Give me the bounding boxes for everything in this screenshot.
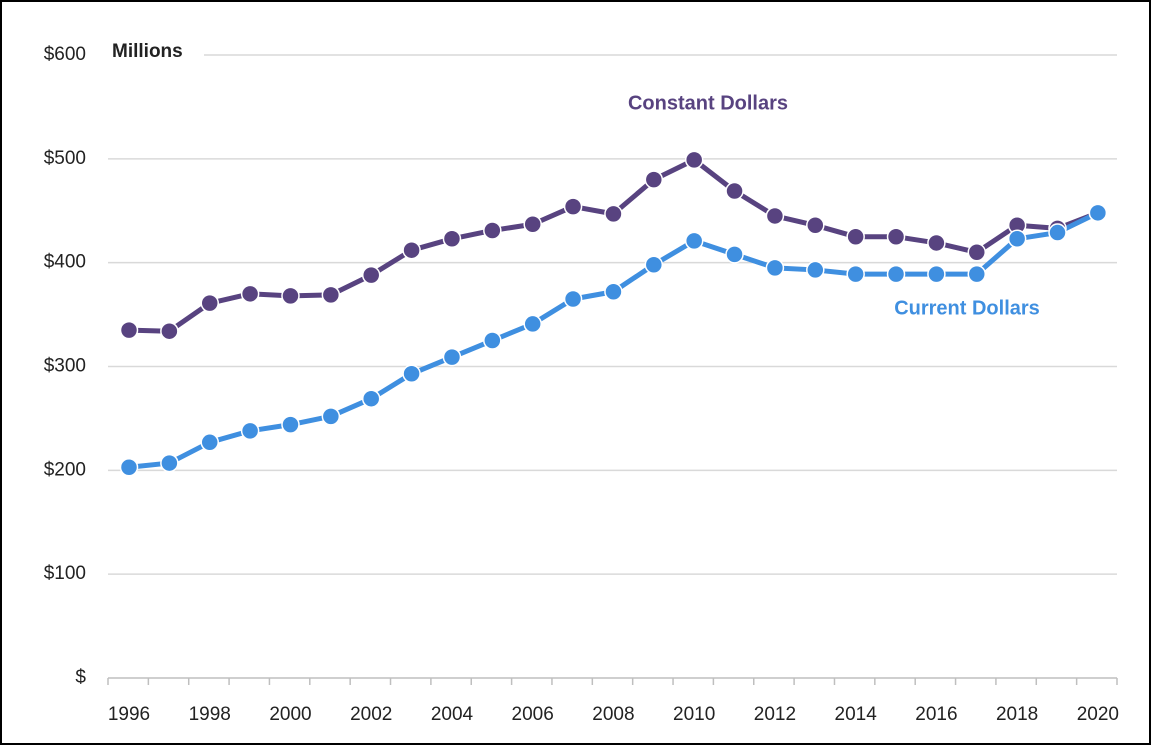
series-marker [725,245,744,264]
series-marker [684,150,704,170]
x-tick-label: 2014 [835,704,878,725]
series-marker [200,433,219,452]
x-tick-label: 2008 [592,704,634,725]
series-marker [160,321,179,341]
series-marker [361,389,381,408]
y-tick-label: $ [75,667,86,688]
series-marker [684,231,704,251]
x-tick-label: 2010 [673,704,715,725]
series-marker [644,170,664,189]
series-marker [1088,203,1108,223]
series-marker [523,314,542,334]
series-marker [1007,229,1027,249]
series-marker [483,221,502,240]
series-marker [281,286,300,306]
y-tick-label: $200 [44,459,86,480]
series-marker [281,415,300,434]
series-marker [321,407,341,426]
y-tick-label: $400 [44,252,86,273]
x-tick-label: 2006 [512,704,554,725]
series-marker [886,227,906,246]
series-marker [765,206,785,226]
x-tick-label: 2000 [269,704,311,725]
series-marker [119,457,139,477]
annotation: Millions [112,41,183,62]
series-marker [402,240,421,260]
x-tick-label: 2002 [350,704,392,725]
x-tick-label: 2018 [996,704,1038,725]
series-marker [523,214,542,234]
series-marker [483,331,502,350]
series-marker [806,216,825,235]
x-tick-label: 2020 [1077,704,1119,725]
series-marker [563,197,583,216]
series-marker [644,255,664,274]
x-tick-label: 1998 [189,704,231,725]
series-marker [604,204,623,224]
series-marker [119,320,139,340]
series-marker [240,421,260,441]
series-marker [402,364,421,384]
series-marker [967,243,987,262]
y-tick-label: $600 [44,44,86,65]
annotation-backing [104,38,204,68]
series-marker [442,229,462,249]
series-marker [927,264,946,284]
x-tick-label: 2004 [431,704,474,725]
series-marker [1048,223,1067,242]
series-label: Current Dollars [894,297,1040,319]
y-tick-label: $300 [44,356,86,377]
y-tick-label: $500 [44,148,86,169]
series-marker [563,289,583,309]
x-tick-label: 2016 [915,704,957,725]
series-marker [160,453,179,473]
series-marker [927,233,946,253]
series-marker [200,293,219,313]
series-marker [806,260,825,280]
series-marker [846,227,865,246]
series-label: Constant Dollars [628,92,788,114]
series-marker [967,264,987,284]
series-marker [725,181,744,201]
series-marker [886,264,906,284]
series-marker [321,285,341,305]
series-marker [361,265,381,285]
x-tick-label: 1996 [108,704,150,725]
series-marker [846,264,865,284]
series-marker [765,258,785,278]
series-marker [604,282,623,301]
series-marker [240,284,260,304]
y-tick-label: $100 [44,563,86,584]
x-tick-label: 2012 [754,704,796,725]
series-marker [442,347,462,367]
